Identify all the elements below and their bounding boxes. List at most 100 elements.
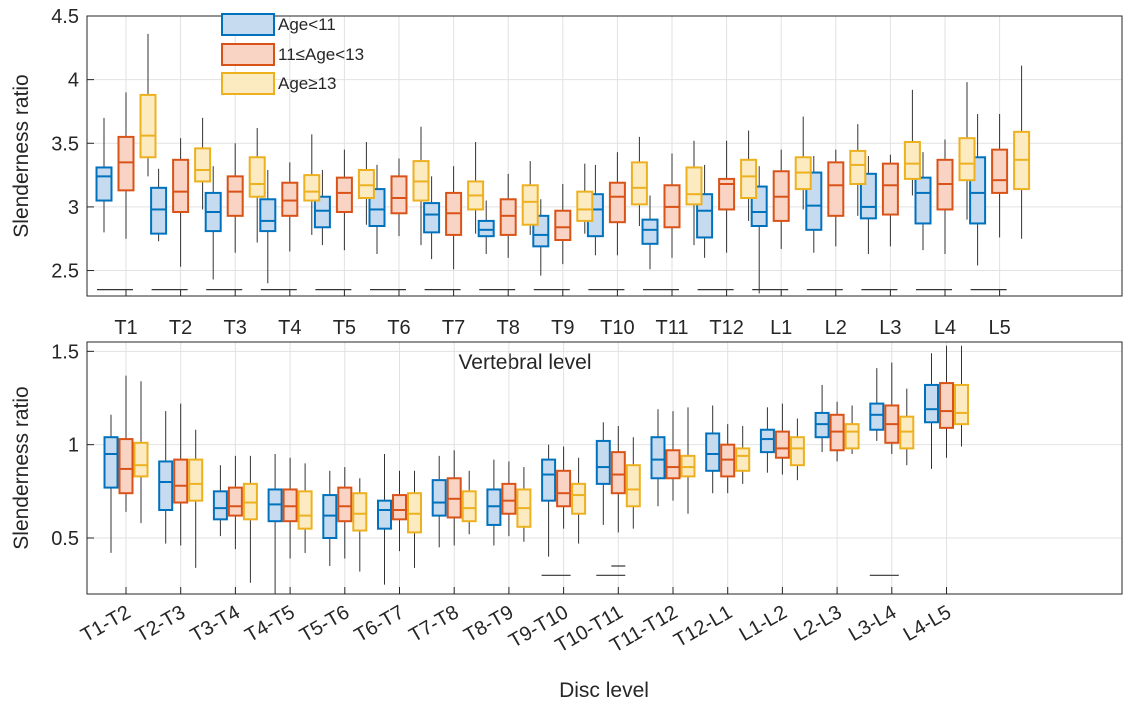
box-t9-s2-body (576, 190, 594, 222)
box-t4-t5-s2-body (297, 490, 313, 530)
box-t6-s1-body (390, 175, 408, 215)
box-t4-s0-body (259, 198, 277, 233)
x-tick-label-t10: T10 (600, 317, 634, 339)
box-t10-s1-body (608, 181, 626, 224)
x-tick-label-l1: L1 (770, 317, 792, 339)
x-tick-label-l1-l2: L1-L2 (736, 601, 791, 646)
box-t10-t11-s1-body (610, 451, 626, 495)
x-tick-label-t7: T7 (442, 317, 465, 339)
x-tick-label-t4-t5: T4-T5 (241, 601, 298, 647)
x-axis-label: Disc level (559, 679, 649, 702)
box-l3-s2-body (903, 141, 921, 180)
x-tick-label-l5: L5 (988, 317, 1010, 339)
box-t11-t12-s1-body (665, 449, 681, 480)
box-t1-s1-body (117, 135, 135, 192)
box-t1-t2-s2-body (133, 441, 149, 478)
box-t1-s0-body (95, 166, 113, 202)
box-t9-t10-s1-body (556, 469, 572, 508)
x-tick-label-l3: L3 (879, 317, 901, 339)
box-t12-s2-body (740, 158, 758, 199)
x-tick-label-l2-l3: L2-L3 (790, 601, 845, 646)
y-tick-label-0-5: 0.5 (51, 528, 79, 550)
box-t3-t4-s0-body (212, 490, 228, 521)
box-t12-l1-s2-body (735, 447, 751, 472)
box-l2-l3-s2-body (844, 423, 860, 450)
box-t3-s1-body (226, 175, 244, 217)
x-tick-label-t12: T12 (709, 317, 743, 339)
x-tick-label-t11: T11 (656, 317, 689, 339)
box-t5-t6-s2-body (352, 492, 368, 532)
box-l3-l4-s0-body (869, 402, 885, 431)
box-l5-s1-body (991, 148, 1009, 194)
x-tick-label-t1-t2: T1-T2 (77, 601, 134, 647)
box-t2-s0-body (150, 186, 168, 235)
box-t8-s1-body (499, 198, 517, 236)
box-t5-t6-s1-body (337, 486, 353, 523)
box-t5-s2-body (357, 169, 375, 199)
box-t7-s0-body (423, 202, 441, 234)
box-t1-t2-s0-body (103, 436, 119, 489)
x-tick-label-t5: T5 (333, 317, 356, 339)
y-axis-label: Slenderness ratio (10, 74, 33, 237)
x-tick-label-t12-l1: T12-L1 (670, 601, 736, 652)
legend-swatch-age-13-plus (221, 72, 275, 95)
box-t2-s1-body (172, 158, 190, 213)
box-t12-s1-body (718, 177, 736, 211)
y-tick-label-4-5: 4.5 (51, 6, 79, 28)
box-t3-s2-body (248, 156, 266, 198)
disc-level-panel: 0.5 1 1.5 T1-T2T2-T3T3-T4T4-T5T5-T6T6-T7T7-… (10, 341, 1123, 702)
box-l3-s1-body (881, 162, 899, 216)
y-tick-label-1: 1 (68, 435, 79, 457)
box-t2-s2-body (194, 147, 212, 183)
box-t5-s1-body (335, 176, 353, 214)
y-tick-label-3-5: 3.5 (51, 133, 79, 155)
box-t12-l1-s0-body (705, 432, 721, 472)
box-t2-t3-s2-body (188, 458, 204, 502)
box-l4-s2-body (958, 137, 976, 182)
box-t9-s1-body (554, 209, 572, 242)
box-t11-s2-body (685, 166, 703, 206)
x-tick-label-t6: T6 (387, 317, 410, 339)
legend-label-age-under-11: Age<11 (278, 15, 336, 34)
box-t3-t4-s1-body (227, 486, 243, 517)
x-tick-label-t5-t6: T5-T6 (296, 601, 353, 647)
x-tick-label-t9: T9 (551, 317, 574, 339)
x-tick-label-t4: T4 (278, 317, 301, 339)
box-t8-s2-body (521, 184, 539, 226)
x-tick-label-t3-t4: T3-T4 (187, 601, 244, 647)
box-t7-t8-s0-body (431, 479, 447, 517)
axes-box (86, 341, 1123, 595)
box-t4-s2-body (303, 174, 321, 202)
box-t10-t11-s2-body (625, 464, 641, 508)
y-tick-label-3: 3 (68, 197, 79, 219)
box-l4-l5-s1-body (939, 382, 954, 429)
y-tick-label-1-5: 1.5 (51, 341, 79, 363)
box-t6-t7-s1-body (392, 494, 407, 521)
y-tick-label-4: 4 (68, 70, 79, 92)
x-axis-label: Vertebral level (458, 351, 591, 374)
box-l1-l2-s0-body (759, 428, 775, 454)
x-tick-label-t2: T2 (169, 317, 192, 339)
box-t11-s0-body (641, 218, 659, 245)
box-l4-l5-s0-body (924, 383, 939, 424)
y-axis-label: Slenderness ratio (10, 386, 33, 549)
box-l1-l2-s2-body (789, 436, 805, 467)
legend-entry-age-13-plus: Age≥13 (221, 72, 337, 95)
x-tick-label-l4: L4 (934, 317, 956, 339)
box-t11-t12-s0-body (650, 436, 666, 480)
legend-entry-age-under-11: Age<11 (221, 13, 336, 36)
box-t6-t7-s0-body (377, 499, 392, 530)
box-t1-t2-s1-body (118, 438, 134, 495)
legend-label-age-13-plus: Age≥13 (278, 74, 337, 93)
legend-swatch-age-11-to-13 (221, 43, 275, 66)
x-tick-label-t2-t3: T2-T3 (132, 601, 189, 647)
box-t10-t11-s0-body (595, 439, 611, 485)
x-tick-label-t8: T8 (497, 317, 520, 339)
vertebral-level-panel: 2.5 3 3.5 4 4.5 T1 T2 T3 T4 T5 T6 T7 T8 T9 T10 T11 T12 L1… (10, 6, 1123, 374)
x-tick-label-l3-l4: L3-L4 (845, 601, 900, 646)
box-l2-s1-body (827, 161, 845, 217)
x-tick-label-t3: T3 (224, 317, 247, 339)
legend-label-age-11-to-13: 11≤Age<13 (278, 45, 364, 64)
axes-box (86, 15, 1123, 297)
